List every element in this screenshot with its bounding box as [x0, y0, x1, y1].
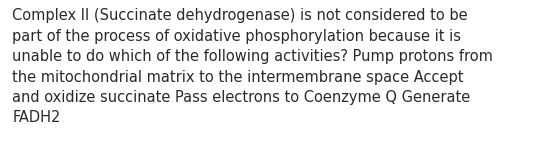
Text: Complex II (Succinate dehydrogenase) is not considered to be
part of the process: Complex II (Succinate dehydrogenase) is …: [12, 8, 493, 125]
